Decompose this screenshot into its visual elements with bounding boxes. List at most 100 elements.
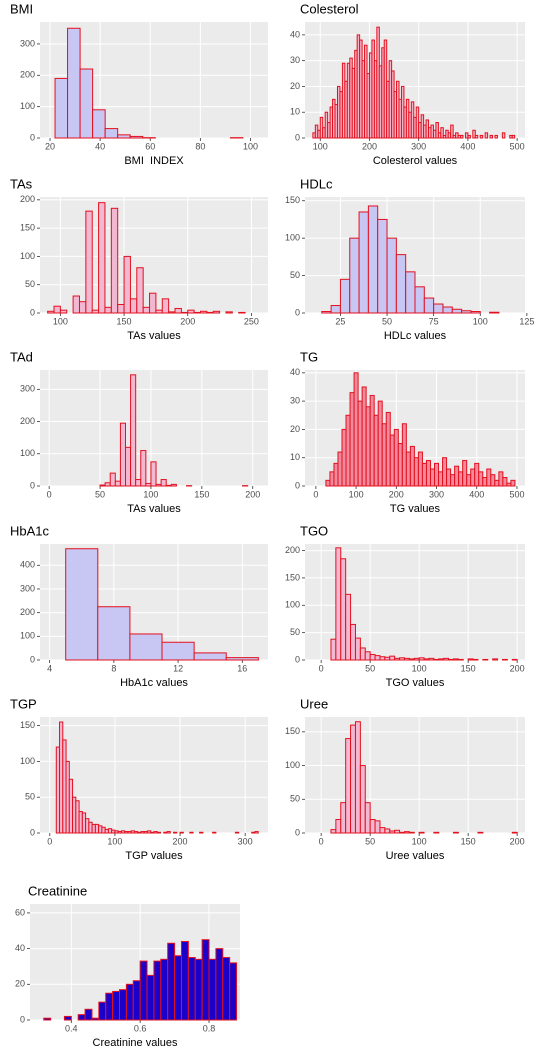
bar [413,657,420,661]
bar [340,802,347,834]
bar [142,306,151,314]
bar [168,311,176,314]
bar [474,462,480,487]
bar [365,406,371,487]
bar [345,738,352,834]
x-tick-label: 50 [365,836,375,846]
bar [125,446,132,487]
bar [63,1015,72,1021]
bar [477,831,484,834]
y-tick-label: 50 [290,627,300,637]
y-tick-label: 400 [20,560,35,570]
bar [511,134,516,139]
x-tick-label: 0 [313,489,318,499]
bar [212,831,217,834]
y-tick-label: 300 [20,38,35,48]
bar [494,479,500,487]
bar [65,548,99,661]
bar [350,623,356,661]
x-tick-label: 150 [461,836,476,846]
bar [510,479,516,487]
bar [440,127,444,139]
bar [405,271,416,314]
x-tick-label: 100 [313,141,328,151]
x-tick-label: 125 [519,316,534,326]
bar [187,309,195,314]
x-tick-label: 40 [95,141,105,151]
chart-title: Creatinine [28,883,87,898]
bar [450,474,456,487]
bar [119,989,127,1021]
x-tick-label: 0.6 [134,1023,147,1033]
bar [225,311,233,314]
bar [337,451,343,487]
bar [359,765,366,834]
bar [442,306,453,314]
bar [511,658,518,661]
bar [413,457,419,487]
bar [112,990,121,1021]
y-tick-label: 200 [20,194,35,204]
bar [385,411,391,487]
plot-background [305,717,525,833]
x-axis-label: BMI INDEX [124,155,184,167]
bar [174,307,182,314]
bar [501,658,508,661]
bar [470,468,476,487]
bar [189,831,194,834]
bar [145,482,152,487]
bar [490,474,496,487]
bar [452,831,459,834]
bar [462,460,468,487]
bar [345,414,351,487]
bar [353,372,359,487]
bar [472,129,476,139]
bar [129,298,138,314]
bar [335,547,342,661]
x-tick-label: 100 [412,836,427,846]
x-axis-label: TAs values [127,503,181,515]
bar [222,957,231,1021]
y-tick-label: 200 [285,545,300,555]
bar [511,831,518,834]
x-tick-label: 100 [349,489,364,499]
bar [84,1008,93,1021]
bar [117,304,125,314]
y-tick-label: 50 [25,792,35,802]
bar [123,255,131,314]
bar [238,311,246,314]
bar [395,254,407,314]
bar [160,958,169,1021]
bar [160,479,167,487]
x-tick-label: 150 [461,663,476,673]
bar [374,655,381,661]
bar [109,472,116,487]
bar [379,827,386,834]
bar [54,77,69,139]
x-axis-label: TGP values [125,850,183,862]
bar [494,134,498,139]
bar [429,468,436,487]
x-tick-label: 300 [411,141,426,151]
x-tick-label: 200 [389,489,404,499]
bar [409,445,415,487]
bar [389,655,396,661]
bar [357,400,363,487]
bar [401,423,407,487]
y-tick-label: 0 [295,654,300,664]
x-tick-label: 150 [194,489,209,499]
bar [117,134,131,139]
bar [341,428,347,487]
x-tick-label: 500 [510,141,525,151]
bar [428,657,435,661]
bar [403,831,410,834]
y-tick-label: 0 [295,132,300,142]
bar [442,457,448,487]
y-tick-label: 0 [20,1014,25,1024]
bar [212,310,221,314]
x-axis-label: HbA1c values [120,677,188,689]
x-tick-label: 300 [429,489,444,499]
bar [91,1017,100,1021]
x-tick-label: 100 [53,316,68,326]
